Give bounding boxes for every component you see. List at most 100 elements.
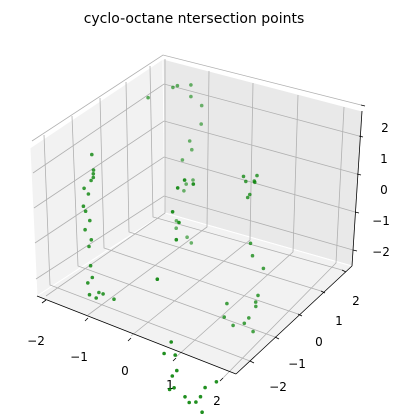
data-point	[86, 192, 91, 196]
x-tick-label: 0	[121, 364, 129, 378]
z-grid-line	[35, 195, 354, 280]
data-point	[112, 297, 116, 302]
y-tick-mark	[274, 336, 280, 340]
data-point	[248, 241, 253, 246]
x-tick-label: 1	[166, 378, 174, 392]
data-point	[199, 122, 203, 126]
x-tick-label: −1	[70, 350, 88, 364]
data-point	[200, 410, 204, 415]
data-point	[88, 218, 92, 223]
data-point	[83, 227, 87, 232]
y-grid-line	[99, 97, 299, 315]
data-point	[172, 386, 176, 390]
y-tick-mark	[341, 269, 347, 273]
data-point	[94, 296, 98, 300]
data-point	[194, 400, 198, 404]
data-point	[251, 329, 255, 334]
z-tick-mark	[358, 135, 364, 138]
data-point	[261, 266, 266, 271]
x-tick-label: −2	[27, 334, 45, 348]
y-tick-mark	[297, 313, 303, 317]
y-tick-label: −1	[288, 357, 306, 371]
data-point	[97, 290, 101, 295]
z-tick-label: 1	[380, 152, 388, 166]
data-point	[241, 174, 246, 179]
data-point	[248, 192, 252, 197]
grid-lines	[31, 54, 362, 379]
data-point	[91, 168, 96, 172]
data-point	[90, 275, 95, 280]
data-point	[253, 300, 258, 304]
z-tick-label: 2	[381, 121, 389, 135]
x-grid-line	[130, 82, 254, 337]
data-point	[82, 186, 86, 191]
data-point	[83, 209, 88, 213]
x-grid-line	[87, 70, 210, 316]
z-tick-mark	[354, 211, 360, 214]
data-point	[225, 301, 229, 306]
chart-title: cyclo-octane ntersection points	[84, 11, 305, 27]
data-point	[89, 178, 93, 183]
data-point	[174, 226, 178, 230]
data-point	[253, 180, 257, 185]
data-point	[177, 220, 181, 225]
y-tick-label: 1	[335, 314, 343, 328]
data-point	[184, 182, 188, 186]
data-point	[182, 178, 187, 182]
data-point	[191, 182, 196, 186]
data-point	[170, 210, 175, 214]
z-tick-label: 0	[380, 183, 388, 197]
data-point	[87, 244, 91, 249]
data-point	[91, 172, 96, 176]
data-point	[167, 387, 172, 392]
data-point	[187, 139, 192, 143]
z-tick-mark	[360, 104, 366, 107]
data-point	[187, 400, 191, 405]
data-point	[250, 253, 255, 258]
x-tick-mark	[41, 299, 47, 304]
data-point	[91, 175, 96, 180]
z-axis-line	[351, 110, 363, 267]
data-point	[174, 237, 179, 242]
data-point	[256, 293, 260, 298]
y-tick-label: 0	[315, 335, 323, 349]
x-tick-mark	[172, 357, 177, 362]
z-tick-label: −1	[372, 214, 390, 228]
y-grid-line	[71, 115, 276, 338]
data-point	[88, 263, 93, 268]
data-point	[203, 385, 207, 390]
z-grid-line	[33, 120, 358, 209]
y-axis-line	[235, 265, 353, 375]
x-tick-mark	[219, 377, 224, 382]
x-tick-mark	[127, 337, 132, 342]
data-point	[183, 395, 187, 399]
data-point	[171, 85, 175, 90]
data-point	[254, 304, 258, 309]
data-point	[175, 368, 179, 373]
data-point	[185, 235, 189, 239]
data-point	[198, 394, 203, 399]
data-point	[155, 277, 160, 282]
data-point	[199, 103, 204, 108]
x-grid-line	[175, 94, 299, 358]
data-point	[180, 158, 185, 162]
data-point	[86, 281, 90, 285]
z-grid-line	[31, 54, 362, 142]
y-grid-line	[125, 81, 322, 292]
x-tick-mark	[84, 317, 89, 322]
data-point	[81, 204, 86, 208]
data-point	[89, 238, 94, 242]
data-point	[242, 321, 247, 326]
data-point	[190, 147, 194, 152]
data-point	[214, 380, 219, 384]
data-point	[191, 178, 195, 182]
x-grid-line	[222, 106, 345, 379]
data-point	[170, 374, 175, 378]
x-grid-line	[45, 59, 166, 297]
axis-lines	[36, 110, 363, 375]
y-grid-line	[149, 65, 343, 271]
data-point	[231, 323, 235, 328]
x-axis-ticks: −2 −1 0 1 2	[27, 299, 224, 408]
data-point	[175, 83, 180, 88]
